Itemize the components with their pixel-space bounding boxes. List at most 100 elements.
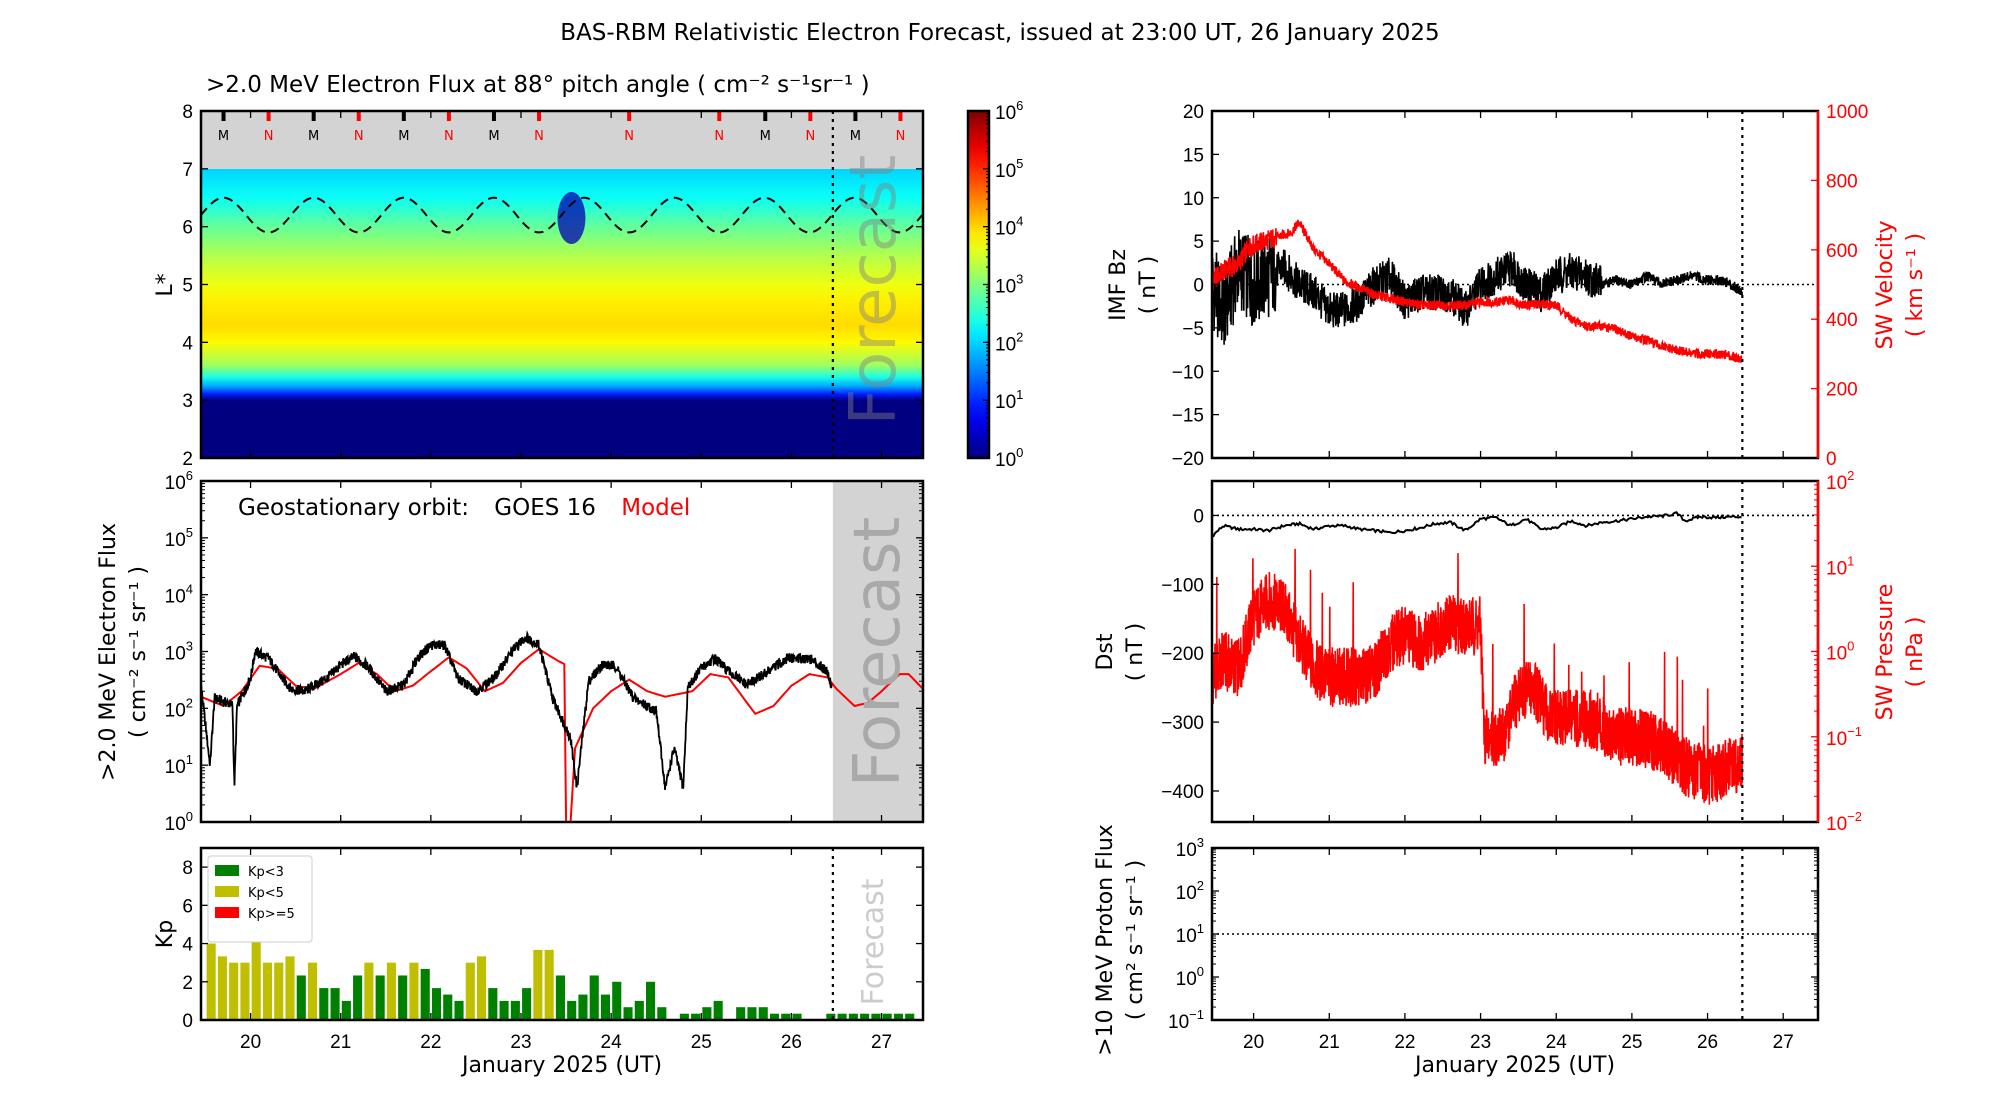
y-tick-label: 4 — [182, 333, 193, 354]
x-tick-label: 25 — [691, 1032, 712, 1053]
dst-ylabel-line1: Dst — [1093, 633, 1118, 670]
x-tick-label: 25 — [1621, 1032, 1642, 1053]
kp-forecast-bar — [837, 1013, 847, 1020]
geo-forecast-label: Forecast — [841, 517, 915, 788]
y-tick-label: 7 — [182, 160, 193, 181]
geo-flux-panel: 100 101 102 103 104 105 106 — [165, 468, 925, 835]
x-tick-label: 23 — [510, 1032, 531, 1053]
dst-ylabel-line2: ( nT ) — [1123, 623, 1148, 682]
marker-tick — [311, 111, 316, 121]
legend-kp-low: Kp<3 — [248, 865, 284, 880]
marker-tick — [221, 111, 226, 121]
legend-kp-high: Kp>=5 — [248, 907, 295, 922]
y-tick-label: −10 — [1172, 362, 1204, 383]
sw-pressure-ylabel-line2: ( nPa ) — [1903, 617, 1928, 688]
colorbar: 100 101 102 103 104 105 106 — [966, 98, 1023, 471]
marker-label: M — [398, 129, 409, 144]
y-tick-label: 8 — [182, 858, 193, 879]
y-tick-label: 106 — [165, 468, 193, 494]
lstar-flux-panel: M N M N M N M N N N M N M N 2 3 4 5 6 7 8 — [182, 102, 925, 470]
y-right-tick-label: 10−2 — [1826, 809, 1862, 835]
kp-bar — [826, 1013, 836, 1020]
marker-label: M — [218, 129, 229, 144]
y-tick-label: 0 — [182, 1011, 193, 1032]
proton-flux-ylabel-line1: >10 MeV Proton Flux — [1093, 824, 1118, 1056]
axes-frame: 20 21 22 23 24 25 26 27 10−1 100 101 102 103 — [1168, 835, 1820, 1053]
y-tick-label: −15 — [1172, 406, 1204, 427]
proton-flux-panel: 20 21 22 23 24 25 26 27 10−1 100 101 102 103 — [1168, 835, 1820, 1053]
y-tick-label: 103 — [165, 639, 193, 665]
kp-bar — [274, 962, 284, 1020]
x-tick-label: 27 — [1773, 1032, 1794, 1053]
y-tick-label: 2 — [182, 449, 193, 470]
colorbar-tick-label: 100 — [995, 445, 1023, 471]
kp-bar — [600, 994, 611, 1020]
kp-bar — [533, 949, 543, 1020]
kp-bar — [341, 1000, 351, 1020]
y-tick-label: 0 — [1193, 276, 1204, 297]
model-flux-line — [201, 647, 923, 822]
y-tick-label: 102 — [1176, 878, 1204, 904]
right-xlabel: January 2025 (UT) — [1413, 1053, 1615, 1078]
kp-bar — [330, 988, 340, 1020]
y-tick-label: 5 — [182, 276, 193, 297]
x-tick-label: 22 — [1394, 1032, 1415, 1053]
kp-bar — [578, 994, 588, 1020]
kp-bar — [736, 1007, 746, 1020]
y-right-tick-label: 1000 — [1826, 102, 1868, 123]
kp-forecast-label: Forecast — [856, 878, 891, 1005]
legend-kp-mid: Kp<5 — [248, 886, 284, 901]
marker-label: N — [805, 129, 815, 144]
kp-bar — [409, 962, 419, 1020]
geo-flux-ylabel-line2: ( cm⁻² s⁻¹ sr⁻¹ ) — [126, 566, 151, 738]
y-tick-label: 101 — [1176, 921, 1204, 947]
y-tick-label: 100 — [165, 809, 193, 835]
kp-bar — [431, 988, 442, 1020]
svg-text:Geostationary orbit: GOES: Geostationary orbit: GOES 16 Model — [238, 495, 690, 521]
axes-border — [199, 109, 925, 460]
kp-bar — [691, 1013, 701, 1020]
x-tick-label: 20 — [240, 1032, 261, 1053]
colorbar-tick-label: 105 — [995, 156, 1023, 182]
marker-tick — [717, 111, 722, 121]
marker-label: N — [534, 129, 544, 144]
y-tick-label: 105 — [165, 525, 193, 551]
kp-bar — [589, 975, 599, 1020]
y-right-tick-label: 102 — [1826, 468, 1854, 494]
forecast-shade — [832, 481, 923, 822]
y-tick-label: 101 — [165, 752, 193, 778]
kp-bar — [567, 1000, 577, 1020]
kp-bar — [544, 949, 554, 1020]
sw-velocity-ylabel-line1: SW Velocity — [1873, 220, 1898, 349]
kp-forecast-bar — [882, 1013, 892, 1020]
legend-swatch-kp-mid — [215, 886, 239, 897]
y-tick-label: −300 — [1161, 713, 1204, 734]
dst-line — [1212, 511, 1742, 538]
colorbar-tick-label: 101 — [995, 387, 1023, 413]
kp-bar — [510, 1000, 520, 1020]
kp-bar — [758, 1007, 768, 1020]
dropout-region — [557, 191, 586, 244]
marker-label: M — [308, 129, 319, 144]
kp-bar — [443, 994, 453, 1020]
axes-border — [199, 479, 925, 824]
dst-pressure-panel: −400 −300 −200 −100 0 10−2 10−1 100 101 102 — [1161, 468, 1862, 835]
kp-bar — [657, 1007, 667, 1020]
kp-bar — [319, 988, 329, 1020]
figure-title: BAS-RBM Relativistic Electron Forecast, … — [560, 20, 1439, 46]
y-right-tick-label: 0 — [1826, 449, 1837, 470]
colorbar-tick-label: 104 — [995, 214, 1023, 240]
axes-border — [199, 846, 925, 1022]
kp-bar — [769, 1013, 780, 1020]
x-tick-label: 24 — [601, 1032, 623, 1053]
y-tick-label: 3 — [182, 391, 193, 412]
marker-label: N — [714, 129, 724, 144]
x-tick-label: 21 — [1319, 1032, 1340, 1053]
marker-tick — [898, 111, 903, 121]
kp-forecast-bar — [893, 1013, 903, 1020]
left-xlabel: January 2025 (UT) — [460, 1053, 662, 1078]
y-tick-label: −400 — [1161, 782, 1204, 803]
y-tick-label: 2 — [182, 973, 193, 994]
